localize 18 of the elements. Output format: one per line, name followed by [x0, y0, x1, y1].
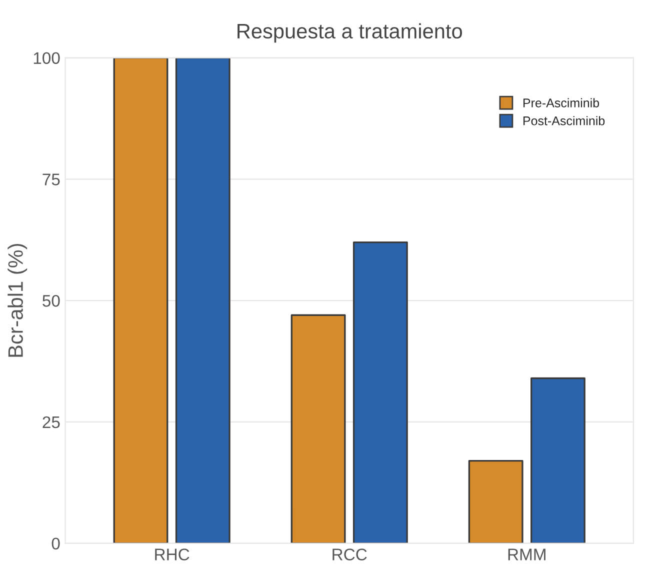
bar [530, 377, 586, 544]
y-tick-label: 100 [34, 52, 60, 64]
bar [290, 314, 346, 544]
x-tick-label: RHC [155, 548, 190, 560]
bar [352, 241, 408, 544]
bar [175, 58, 230, 544]
x-tick-label: RMM [508, 548, 546, 560]
x-tick-label: RCC [332, 548, 367, 560]
y-tick-label: 50 [42, 294, 60, 307]
legend-label: Pre-Asciminib [523, 98, 600, 108]
y-tick-label: 0 [52, 538, 60, 550]
chart-title: Respuesta a tratamiento [238, 23, 462, 43]
bar [468, 460, 524, 544]
y-tick-label: 25 [42, 416, 60, 428]
legend-label: Post-Asciminib [523, 116, 605, 126]
y-axis-title: Bcr-abl1 (%) [8, 244, 28, 357]
y-tick-label: 75 [42, 174, 60, 186]
bar [113, 58, 168, 544]
